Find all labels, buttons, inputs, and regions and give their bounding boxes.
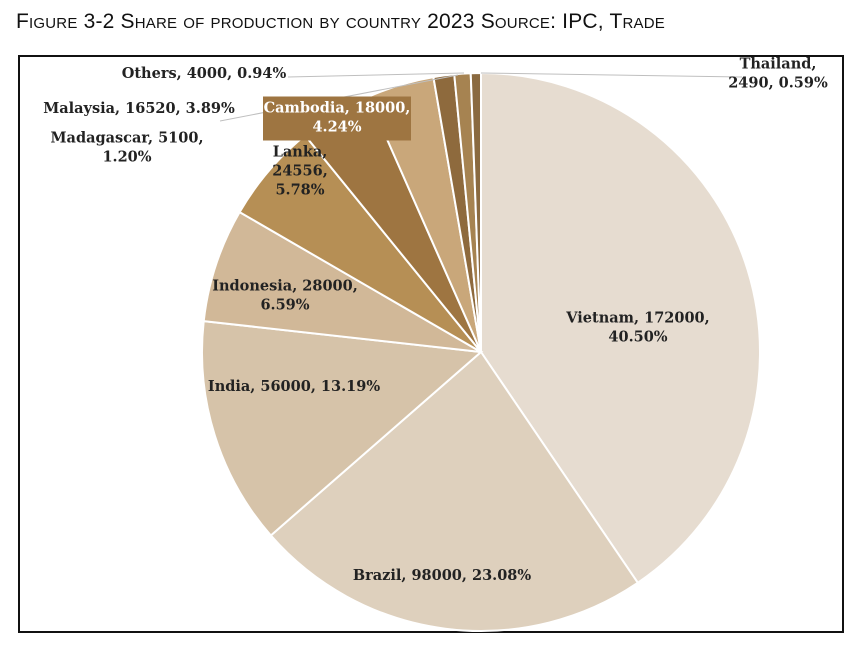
leader-line-others — [287, 72, 465, 78]
slice-label-line: 40.50% — [608, 329, 667, 346]
slice-label-line: Indonesia, 28000, — [212, 278, 358, 295]
pie-slice-brazil — [269, 350, 640, 632]
slice-label-malaysia: Malaysia, 16520, 3.89% — [43, 100, 235, 117]
label-box-cambodia — [263, 96, 411, 141]
slice-label-thailand: Thailand, 2490, 0.59% — [728, 56, 828, 92]
figure-caption: Figure 3-2 Share of production by countr… — [16, 10, 665, 33]
pie-slice-vietnam — [480, 71, 762, 585]
slice-label-line: Cambodia, 18000, — [264, 100, 411, 117]
slice-label-line: Lanka, — [273, 144, 328, 161]
pie-slice-indonesia — [202, 210, 482, 353]
slice-label-line: 24556, — [272, 163, 328, 180]
leader-line-thailand — [480, 72, 743, 78]
slice-label-line: 4.24% — [312, 119, 361, 136]
chart-frame — [18, 55, 844, 633]
slice-label-others: Others, 4000, 0.94% — [122, 65, 287, 82]
slice-label-madagascar: Madagascar, 5100, 1.20% — [51, 130, 204, 166]
pie-slice-thailand — [469, 71, 482, 353]
slice-label-line: Thailand, — [740, 56, 817, 73]
slice-label-line: 5.78% — [275, 182, 324, 199]
slice-label-indonesia: Indonesia, 28000, 6.59% — [212, 278, 358, 314]
pie-slices — [201, 71, 762, 632]
slice-label-line: Malaysia, 16520, 3.89% — [43, 100, 235, 117]
slice-label-vietnam: Vietnam, 172000, 40.50% — [565, 310, 709, 346]
slice-label-india: India, 56000, 13.19% — [208, 378, 380, 395]
slice-label-line: 1.20% — [102, 149, 151, 166]
slice-label-line: India, 56000, 13.19% — [208, 378, 380, 395]
pie-slice-india — [201, 319, 484, 537]
slice-labels: Vietnam, 172000, 40.50% Brazil, 98000, 23.… — [43, 56, 828, 585]
slice-label-line: 2490, 0.59% — [728, 75, 828, 92]
slice-label-line: Brazil, 98000, 23.08% — [353, 567, 532, 584]
slice-label-brazil: Brazil, 98000, 23.08% — [353, 567, 532, 584]
slice-label-cambodia: Cambodia, 18000, 4.24% — [264, 100, 411, 136]
slice-label-line: Others, 4000, 0.94% — [122, 65, 287, 82]
slice-label-line: Vietnam, 172000, — [565, 310, 709, 327]
slice-label-line: Madagascar, 5100, — [51, 130, 204, 147]
slice-label-line: 6.59% — [260, 297, 309, 314]
